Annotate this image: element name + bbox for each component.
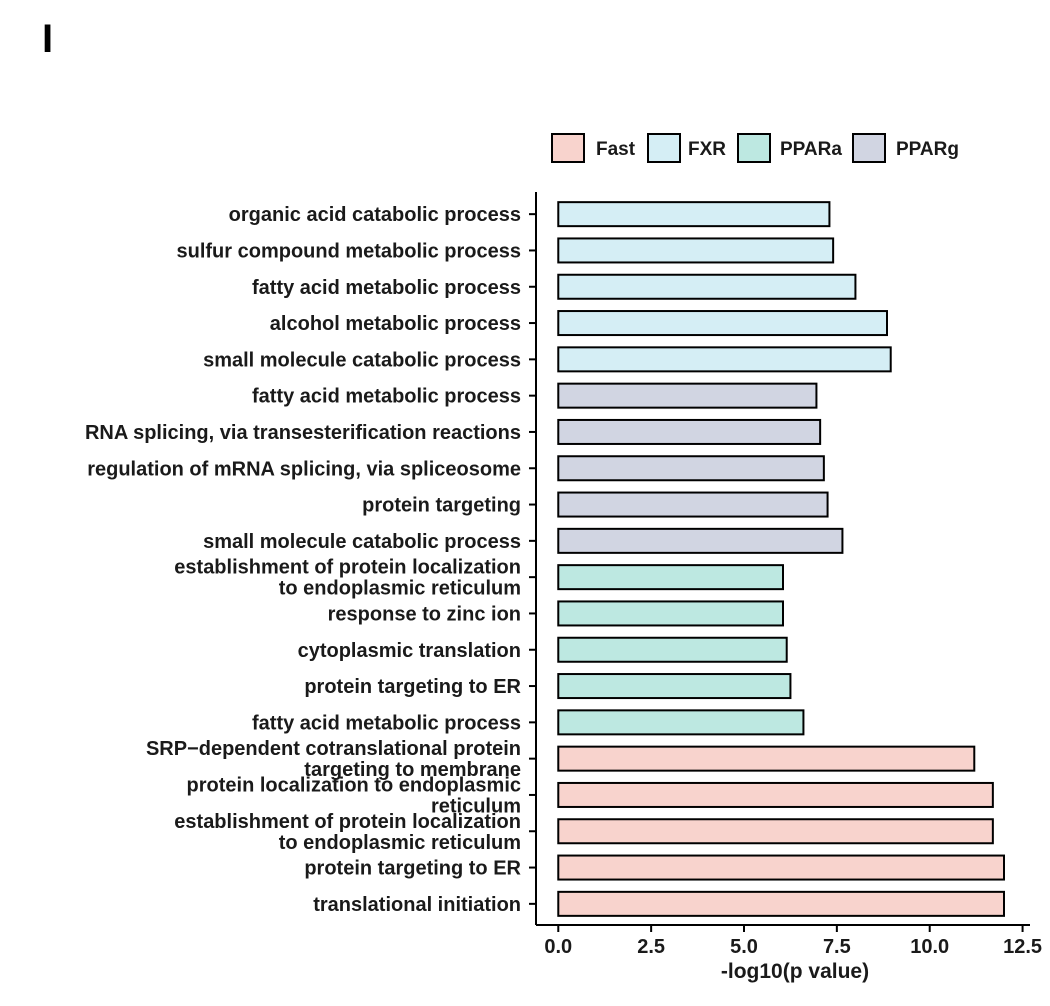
category-label-line: fatty acid metabolic process (252, 277, 521, 299)
bar (558, 710, 803, 734)
category-label: protein targeting (362, 495, 521, 517)
x-tick-label: 2.5 (637, 936, 665, 958)
legend-label: PPARg (896, 139, 959, 160)
category-label: cytoplasmic translation (298, 640, 521, 662)
bars-group (558, 202, 1004, 916)
legend-label: PPARa (780, 139, 842, 160)
bar (558, 674, 790, 698)
category-label-line: RNA splicing, via transesterification re… (85, 422, 521, 444)
category-label: response to zinc ion (328, 603, 521, 625)
category-label: fatty acid metabolic process (252, 712, 521, 734)
category-label-line: establishment of protein localization (174, 557, 521, 579)
category-label-line: protein targeting to ER (304, 676, 521, 698)
bar (558, 601, 783, 625)
category-label-line: sulfur compound metabolic process (176, 240, 521, 262)
bar (558, 819, 993, 843)
bar (558, 783, 993, 807)
category-label: translational initiation (313, 894, 521, 916)
bar (558, 638, 786, 662)
bar (558, 311, 887, 335)
category-label-line: small molecule catabolic process (203, 531, 521, 553)
category-label-line: fatty acid metabolic process (252, 386, 521, 408)
x-tick-label: 0.0 (544, 936, 572, 958)
x-axis-label: -log10(p value) (721, 960, 869, 983)
axes (536, 192, 1030, 925)
category-label: fatty acid metabolic process (252, 386, 521, 408)
legend-swatch (853, 134, 885, 162)
bar-chart: I Fast FXR PPARa PPARg organic acid catabol… (0, 0, 1050, 1006)
category-label: regulation of mRNA splicing, via spliceo… (87, 458, 521, 480)
category-label-line: establishment of protein localization (174, 811, 521, 833)
bar (558, 529, 842, 553)
category-label-line: translational initiation (313, 894, 521, 916)
category-label-line: protein targeting to ER (304, 858, 521, 880)
x-tick-label: 10.0 (910, 936, 949, 958)
category-label-line: small molecule catabolic process (203, 349, 521, 371)
category-label: establishment of protein localization to … (174, 557, 521, 600)
panel-label: I (42, 17, 53, 61)
bar (558, 456, 824, 480)
x-ticks: 0.0 2.5 5.0 7.5 10.0 12.5 (544, 925, 1042, 958)
legend-swatch (738, 134, 770, 162)
category-labels: organic acid catabolic process sulfur com… (85, 204, 536, 916)
category-label-line: to endoplasmic reticulum (279, 832, 521, 854)
category-label: establishment of protein localization to … (174, 811, 521, 854)
x-tick-label: 5.0 (730, 936, 758, 958)
category-label: organic acid catabolic process (229, 204, 521, 226)
bar (558, 892, 1004, 916)
legend-label: Fast (596, 139, 636, 160)
category-label: small molecule catabolic process (203, 531, 521, 553)
legend: Fast FXR PPARa PPARg (552, 134, 959, 162)
bar (558, 747, 974, 771)
bar (558, 856, 1004, 880)
category-label: alcohol metabolic process (270, 313, 521, 335)
legend-label: FXR (688, 139, 726, 160)
category-label: protein targeting to ER (304, 858, 521, 880)
category-label-line: protein targeting (362, 495, 521, 517)
category-label-line: response to zinc ion (328, 603, 521, 625)
category-label: protein targeting to ER (304, 676, 521, 698)
legend-swatch (552, 134, 584, 162)
category-label-line: alcohol metabolic process (270, 313, 521, 335)
category-label-line: SRP−dependent cotranslational protein (146, 738, 521, 760)
bar (558, 202, 829, 226)
x-tick-label: 12.5 (1003, 936, 1042, 958)
bar (558, 238, 833, 262)
category-label: RNA splicing, via transesterification re… (85, 422, 521, 444)
category-label: fatty acid metabolic process (252, 277, 521, 299)
category-label: sulfur compound metabolic process (176, 240, 521, 262)
bar (558, 384, 816, 408)
category-label-line: cytoplasmic translation (298, 640, 521, 662)
bar (558, 420, 820, 444)
bar (558, 347, 890, 371)
category-label-line: organic acid catabolic process (229, 204, 521, 226)
x-tick-label: 7.5 (823, 936, 851, 958)
bar (558, 493, 827, 517)
bar (558, 275, 855, 299)
legend-swatch (648, 134, 680, 162)
category-label-line: protein localization to endoplasmic (187, 774, 521, 796)
category-label: small molecule catabolic process (203, 349, 521, 371)
bar (558, 565, 783, 589)
category-label-line: to endoplasmic reticulum (279, 578, 521, 600)
category-label-line: regulation of mRNA splicing, via spliceo… (87, 458, 521, 480)
category-label-line: fatty acid metabolic process (252, 712, 521, 734)
